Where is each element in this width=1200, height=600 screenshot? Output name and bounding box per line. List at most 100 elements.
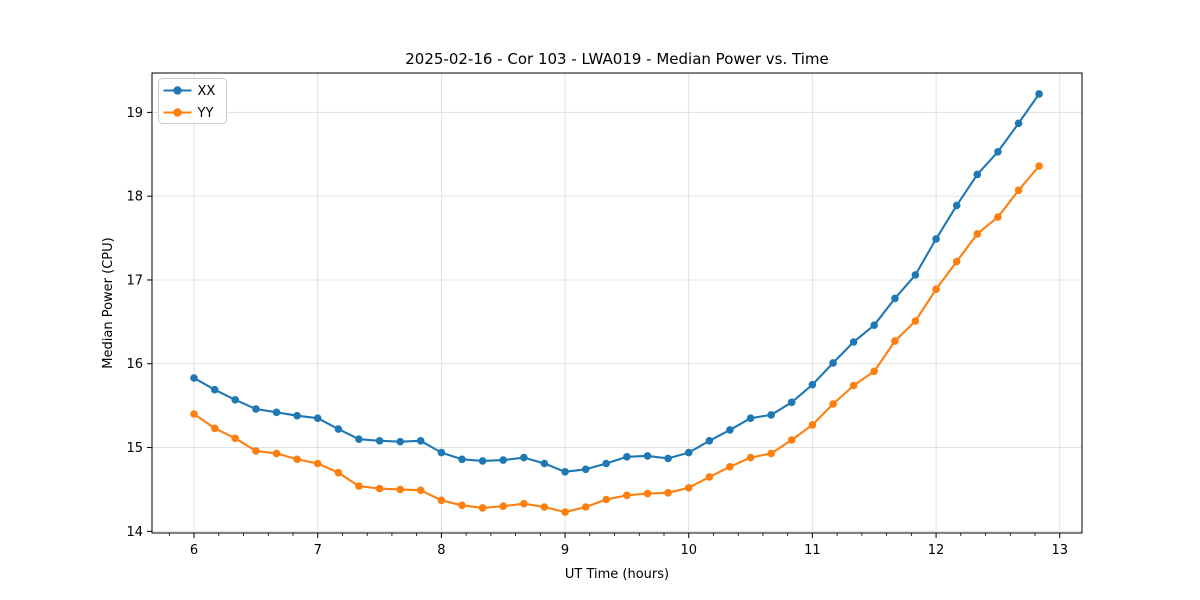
data-point-xx: [499, 456, 508, 464]
data-point-yy: [478, 504, 487, 512]
data-point-xx: [705, 437, 714, 445]
legend-marker-xx: [173, 86, 182, 95]
data-point-xx: [581, 465, 590, 474]
y-tick-label: 17: [126, 273, 143, 288]
plot-frame: [151, 72, 1083, 534]
x-tick-label: 8: [437, 543, 445, 558]
x-tick-label: 6: [190, 543, 198, 558]
data-point-yy: [252, 447, 260, 455]
frame-layer: [151, 72, 1083, 534]
data-point-yy: [787, 436, 796, 444]
data-point-yy: [416, 486, 425, 495]
data-point-xx: [375, 437, 384, 445]
data-point-xx: [664, 454, 672, 463]
data-point-yy: [705, 473, 714, 481]
data-point-xx: [684, 448, 693, 457]
data-point-yy: [973, 230, 982, 238]
x-tick-label: 13: [1051, 543, 1068, 558]
data-point-yy: [746, 453, 755, 462]
data-point-yy: [499, 502, 508, 511]
data-point-yy: [891, 337, 899, 345]
y-axis-label: Median Power (CPU): [101, 237, 116, 368]
data-point-xx: [561, 468, 569, 476]
data-point-xx: [973, 170, 982, 179]
data-point-xx: [623, 453, 631, 461]
data-point-yy: [540, 503, 549, 511]
data-point-xx: [602, 459, 610, 468]
x-axis-label: UT Time (hours): [565, 567, 669, 582]
data-point-xx: [911, 271, 920, 279]
data-point-xx: [767, 411, 775, 419]
data-point-xx: [932, 235, 940, 243]
data-point-yy: [664, 489, 672, 497]
data-point-yy: [808, 421, 817, 429]
data-point-xx: [396, 437, 405, 446]
y-tick-label: 19: [126, 106, 143, 121]
data-point-yy: [623, 491, 631, 500]
x-tick-label: 11: [804, 543, 821, 558]
data-point-xx: [437, 448, 446, 457]
legend-layer: XX YY: [158, 78, 227, 124]
data-point-yy: [355, 482, 363, 490]
data-point-yy: [952, 257, 961, 266]
series-layer: [190, 90, 1043, 516]
series-yy: [190, 162, 1043, 516]
data-point-yy: [767, 449, 775, 458]
data-point-xx: [520, 453, 528, 462]
data-point-yy: [581, 503, 590, 511]
data-point-xx: [849, 338, 858, 346]
data-point-xx: [190, 374, 198, 382]
data-point-xx: [416, 437, 425, 445]
data-point-xx: [231, 396, 239, 404]
data-point-yy: [643, 489, 652, 498]
data-point-yy: [190, 410, 198, 418]
data-point-yy: [849, 381, 858, 390]
data-point-yy: [602, 495, 610, 504]
data-point-yy: [437, 496, 446, 505]
data-point-xx: [787, 398, 796, 407]
data-point-xx: [891, 294, 899, 303]
data-point-yy: [829, 400, 837, 408]
data-point-yy: [458, 501, 466, 510]
data-point-yy: [870, 367, 878, 376]
data-point-yy: [994, 213, 1002, 221]
x-tick-label: 12: [928, 543, 945, 558]
data-point-yy: [210, 424, 219, 433]
data-point-xx: [313, 414, 322, 423]
data-point-xx: [746, 414, 755, 423]
data-point-xx: [870, 321, 878, 330]
data-point-xx: [994, 148, 1002, 156]
data-point-yy: [932, 285, 940, 294]
data-point-xx: [478, 457, 487, 465]
data-point-yy: [1014, 186, 1023, 195]
data-point-xx: [355, 435, 363, 444]
data-point-xx: [293, 411, 301, 420]
data-point-yy: [684, 484, 693, 492]
data-point-yy: [293, 455, 301, 464]
data-point-xx: [643, 452, 652, 460]
data-point-xx: [952, 201, 961, 210]
data-point-yy: [231, 434, 239, 443]
data-point-xx: [1014, 119, 1023, 128]
y-tick-label: 14: [126, 525, 143, 540]
data-point-yy: [375, 484, 384, 493]
x-tick-label: 7: [314, 543, 322, 558]
y-tick-label: 15: [126, 441, 143, 456]
data-point-yy: [1035, 162, 1043, 170]
series-line-xx: [193, 93, 1040, 473]
legend-box: [158, 78, 227, 124]
y-tick-label: 18: [126, 190, 143, 205]
data-point-xx: [829, 359, 837, 367]
data-point-yy: [334, 468, 343, 477]
data-point-xx: [808, 380, 817, 389]
data-point-yy: [396, 485, 405, 494]
data-point-xx: [334, 425, 343, 433]
data-point-yy: [911, 317, 920, 325]
series-xx: [190, 90, 1043, 476]
data-point-yy: [272, 449, 281, 458]
data-point-xx: [540, 459, 549, 468]
data-point-yy: [313, 459, 322, 468]
data-point-xx: [726, 426, 734, 434]
